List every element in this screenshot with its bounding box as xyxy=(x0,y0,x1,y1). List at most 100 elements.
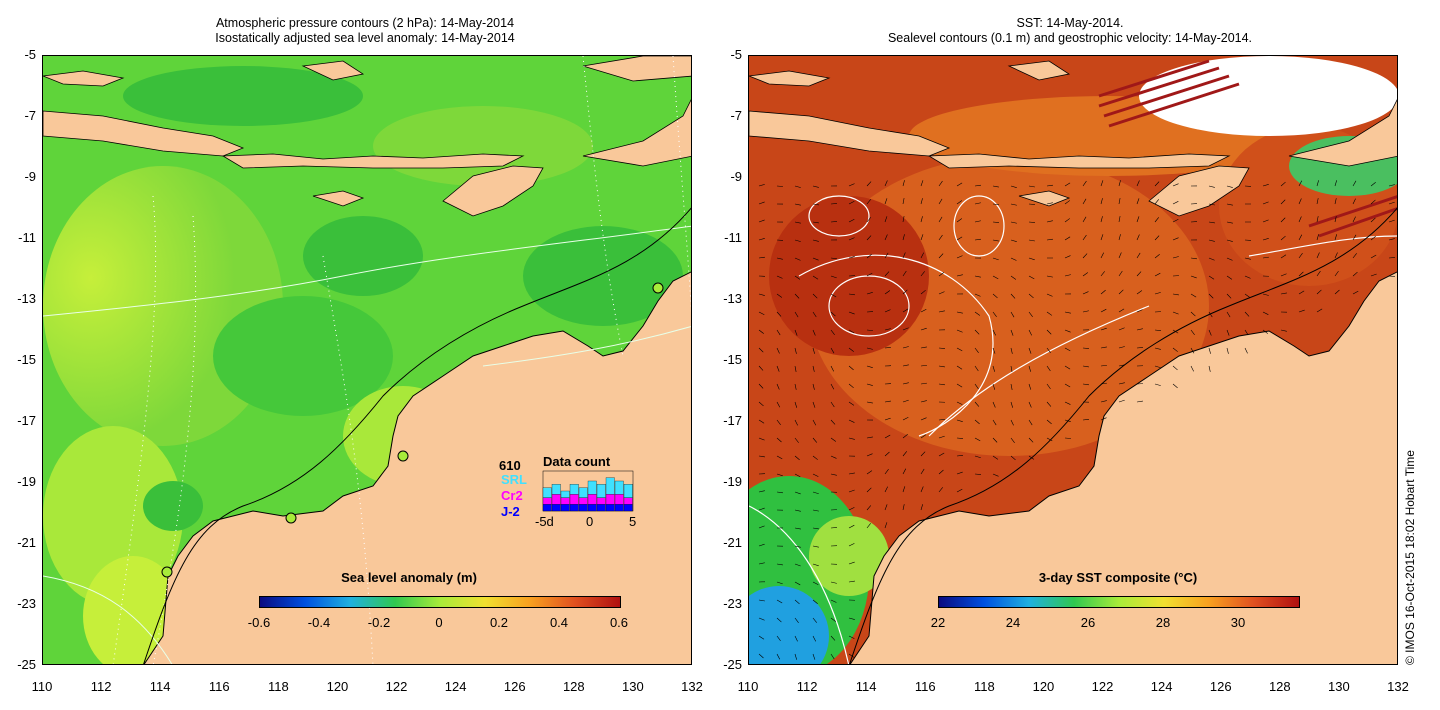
velocity-arrow xyxy=(920,346,927,349)
velocity-arrow xyxy=(956,182,963,187)
velocity-arrow xyxy=(938,487,943,493)
velocity-arrow xyxy=(1100,364,1107,367)
data-count-bar-5-1 xyxy=(587,494,597,505)
velocity-arrow xyxy=(848,543,855,547)
velocity-arrow xyxy=(1028,401,1032,408)
velocity-arrow xyxy=(1190,365,1194,372)
velocity-arrow xyxy=(956,236,963,241)
velocity-arrow xyxy=(884,347,891,349)
velocity-arrow xyxy=(812,635,817,642)
sea-level-anomaly-map[interactable]: Data count 610 SRL Cr2 J-2 -5d 0 5 Sea l… xyxy=(42,55,692,665)
velocity-arrow xyxy=(884,180,888,187)
velocity-arrow xyxy=(1010,311,1015,318)
velocity-arrow xyxy=(758,635,765,640)
velocity-arrow xyxy=(1334,234,1338,241)
velocity-arrow xyxy=(812,347,815,354)
data-count-axis-mid: 0 xyxy=(586,514,594,529)
velocity-arrow xyxy=(848,617,855,620)
velocity-arrow xyxy=(776,329,781,336)
velocity-arrow xyxy=(1010,419,1014,426)
velocity-arrow xyxy=(830,221,838,223)
velocity-arrow xyxy=(956,329,963,333)
velocity-arrow xyxy=(758,401,764,407)
velocity-arrow xyxy=(1118,399,1125,403)
velocity-arrow xyxy=(1298,252,1303,259)
velocity-arrow xyxy=(1046,202,1053,205)
velocity-arrow xyxy=(992,455,999,460)
velocity-arrow xyxy=(974,329,980,335)
velocity-arrow xyxy=(848,635,855,639)
velocity-arrow xyxy=(992,437,998,443)
velocity-arrow xyxy=(1136,198,1140,205)
velocity-arrow xyxy=(1244,293,1251,298)
velocity-arrow xyxy=(992,293,998,299)
velocity-arrow xyxy=(1082,291,1089,295)
velocity-arrow xyxy=(1064,347,1071,352)
velocity-arrow xyxy=(1388,275,1396,277)
left-y-tick-6: -17 xyxy=(17,413,36,428)
velocity-arrow xyxy=(1118,382,1125,385)
velocity-arrow xyxy=(920,271,925,277)
data-count-bar-6-1 xyxy=(596,497,606,505)
velocity-arrow xyxy=(1136,180,1140,187)
velocity-arrow xyxy=(902,216,905,223)
velocity-arrow xyxy=(866,253,872,259)
velocity-arrow xyxy=(902,486,906,493)
velocity-arrow xyxy=(974,419,980,425)
velocity-arrow xyxy=(920,417,927,421)
left-x-tick-5: 120 xyxy=(326,679,349,694)
velocity-arrow xyxy=(956,383,963,388)
data-count-bar-7-0 xyxy=(605,504,615,512)
velocity-arrow xyxy=(1298,271,1304,277)
velocity-arrow xyxy=(992,221,1000,223)
right-x-tick-9: 128 xyxy=(1268,679,1291,694)
velocity-arrow xyxy=(1100,417,1107,421)
sst-cb-tick-1: 24 xyxy=(1005,615,1021,630)
velocity-arrow xyxy=(758,562,765,565)
velocity-arrow xyxy=(776,383,780,390)
velocity-arrow xyxy=(974,311,981,316)
velocity-arrow xyxy=(1316,216,1319,223)
left-x-tick-3: 116 xyxy=(208,679,230,694)
velocity-arrow xyxy=(1370,273,1377,277)
sst-map[interactable]: 3-day SST composite (°C) 22 24 26 28 30 xyxy=(748,55,1398,665)
velocity-arrow xyxy=(830,653,835,660)
velocity-arrow xyxy=(938,452,945,457)
velocity-arrow xyxy=(1244,275,1251,279)
velocity-arrow xyxy=(848,561,855,565)
mission-j2: J-2 xyxy=(501,504,520,519)
velocity-arrow xyxy=(902,434,908,439)
velocity-arrow xyxy=(1118,252,1122,259)
velocity-arrow xyxy=(1388,201,1395,205)
velocity-arrow xyxy=(1064,401,1071,405)
velocity-arrow xyxy=(938,198,943,205)
velocity-arrow xyxy=(1082,198,1087,205)
velocity-arrow xyxy=(1154,272,1161,277)
velocity-arrow xyxy=(1046,293,1053,297)
sla-cb-tick-2: -0.2 xyxy=(367,615,391,630)
right-y-tick-8: -21 xyxy=(723,535,742,550)
velocity-arrow xyxy=(956,488,963,493)
velocity-arrow xyxy=(776,311,782,317)
velocity-arrow xyxy=(794,401,798,408)
velocity-arrow xyxy=(1226,329,1230,336)
velocity-arrow xyxy=(758,437,765,441)
velocity-arrow xyxy=(920,252,925,259)
velocity-arrow xyxy=(1334,180,1338,187)
velocity-arrow xyxy=(794,437,799,443)
velocity-arrow xyxy=(920,451,926,457)
velocity-arrow xyxy=(1010,185,1017,188)
velocity-arrow xyxy=(812,599,818,605)
velocity-arrow xyxy=(884,417,891,421)
sea-level-contours xyxy=(43,225,691,664)
velocity-arrow xyxy=(1154,347,1161,350)
data-count-bar-3-2 xyxy=(569,484,579,495)
velocity-arrow xyxy=(1028,437,1034,443)
velocity-arrow xyxy=(920,289,926,295)
left-x-tick-7: 124 xyxy=(444,679,467,694)
velocity-arrow xyxy=(1316,234,1319,241)
data-count-bar-8-0 xyxy=(614,504,624,512)
velocity-arrow xyxy=(1010,401,1013,408)
velocity-arrow xyxy=(1010,239,1017,242)
velocity-arrow xyxy=(1082,180,1087,187)
